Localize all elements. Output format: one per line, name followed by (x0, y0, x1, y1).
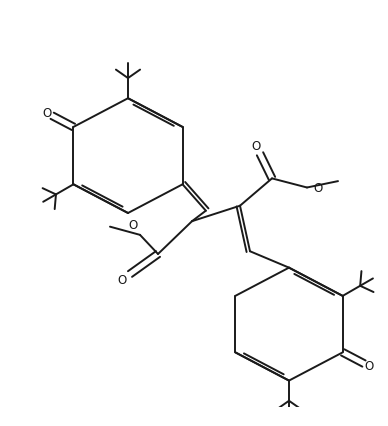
Text: O: O (128, 219, 137, 232)
Text: O: O (364, 360, 373, 372)
Text: O: O (43, 107, 52, 120)
Text: O: O (252, 140, 261, 153)
Text: O: O (313, 182, 322, 195)
Text: O: O (117, 273, 126, 287)
